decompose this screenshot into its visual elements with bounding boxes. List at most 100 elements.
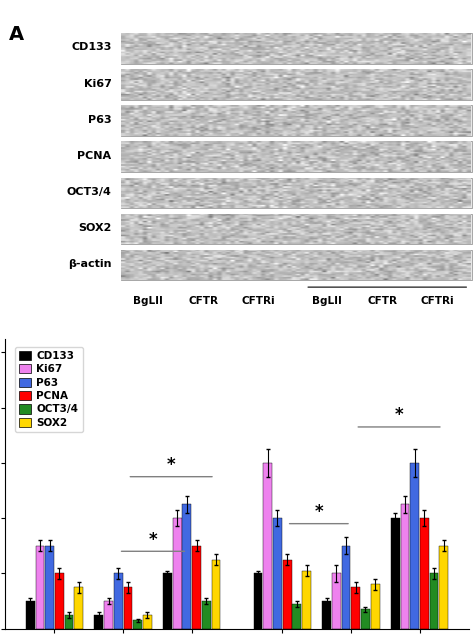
- Text: *: *: [395, 406, 403, 424]
- FancyBboxPatch shape: [121, 178, 472, 208]
- Bar: [302, 261, 352, 267]
- Bar: [357, 121, 407, 123]
- Bar: [124, 587, 132, 629]
- Bar: [254, 573, 263, 629]
- Bar: [178, 225, 228, 231]
- Bar: [371, 584, 380, 629]
- Bar: [133, 620, 142, 629]
- Bar: [357, 153, 407, 159]
- Bar: [412, 121, 462, 123]
- Bar: [123, 225, 173, 231]
- FancyBboxPatch shape: [121, 105, 472, 136]
- Bar: [182, 504, 191, 629]
- FancyBboxPatch shape: [121, 142, 472, 172]
- Bar: [356, 43, 408, 52]
- Bar: [412, 153, 462, 159]
- Bar: [122, 77, 174, 90]
- Bar: [178, 153, 228, 159]
- Bar: [430, 573, 438, 629]
- Bar: [411, 77, 463, 90]
- Bar: [233, 261, 283, 267]
- Bar: [74, 587, 83, 629]
- Bar: [94, 615, 103, 629]
- Bar: [357, 115, 407, 118]
- Bar: [264, 463, 272, 629]
- Bar: [36, 545, 44, 629]
- Bar: [233, 189, 283, 195]
- Bar: [302, 189, 352, 195]
- Bar: [357, 225, 407, 231]
- Text: *: *: [315, 503, 323, 521]
- Text: P63: P63: [88, 115, 111, 124]
- Bar: [233, 115, 283, 118]
- Bar: [123, 115, 173, 118]
- FancyBboxPatch shape: [121, 213, 472, 244]
- Bar: [192, 545, 201, 629]
- Bar: [361, 610, 370, 629]
- Bar: [439, 545, 448, 629]
- Bar: [302, 121, 352, 123]
- Bar: [233, 153, 283, 159]
- FancyBboxPatch shape: [121, 69, 472, 100]
- Text: Nicotine: Nicotine: [361, 265, 413, 275]
- Bar: [412, 225, 462, 231]
- Bar: [302, 225, 352, 231]
- Bar: [401, 504, 410, 629]
- Text: β-actin: β-actin: [68, 259, 111, 269]
- Bar: [322, 601, 331, 629]
- Bar: [351, 587, 360, 629]
- Text: CFTRi: CFTRi: [241, 297, 275, 306]
- Bar: [411, 43, 463, 52]
- Text: CFTR: CFTR: [367, 297, 397, 306]
- Text: *: *: [149, 530, 157, 549]
- Bar: [177, 77, 229, 90]
- Bar: [26, 601, 35, 629]
- Bar: [202, 601, 210, 629]
- Bar: [232, 77, 284, 90]
- Bar: [302, 571, 311, 629]
- Bar: [391, 518, 400, 629]
- Text: *: *: [167, 456, 175, 474]
- Bar: [302, 115, 352, 118]
- Bar: [273, 518, 282, 629]
- Bar: [178, 115, 228, 118]
- Bar: [301, 43, 353, 52]
- Bar: [123, 261, 173, 267]
- Bar: [302, 153, 352, 159]
- Bar: [64, 615, 73, 629]
- Bar: [292, 604, 301, 629]
- Bar: [357, 261, 407, 267]
- Bar: [178, 189, 228, 195]
- Bar: [420, 518, 429, 629]
- Text: CFTRi: CFTRi: [420, 297, 454, 306]
- Bar: [163, 573, 172, 629]
- Bar: [412, 115, 462, 118]
- Bar: [211, 559, 220, 629]
- Text: Ki67: Ki67: [84, 79, 111, 89]
- Bar: [233, 225, 283, 231]
- Bar: [114, 573, 123, 629]
- Bar: [332, 573, 341, 629]
- Bar: [357, 189, 407, 195]
- Bar: [143, 615, 152, 629]
- Bar: [45, 545, 54, 629]
- Text: BgLII: BgLII: [133, 297, 163, 306]
- Bar: [412, 189, 462, 195]
- Text: SOX2: SOX2: [78, 223, 111, 233]
- Bar: [104, 601, 113, 629]
- Bar: [123, 121, 173, 123]
- FancyBboxPatch shape: [121, 250, 472, 281]
- Text: CFTR: CFTR: [188, 297, 219, 306]
- Text: OCT3/4: OCT3/4: [67, 187, 111, 197]
- Bar: [173, 518, 182, 629]
- Bar: [410, 463, 419, 629]
- Bar: [283, 559, 292, 629]
- Text: A: A: [9, 25, 25, 44]
- Bar: [123, 189, 173, 195]
- Legend: CD133, Ki67, P63, PCNA, OCT3/4, SOX2: CD133, Ki67, P63, PCNA, OCT3/4, SOX2: [15, 347, 82, 432]
- Bar: [232, 43, 284, 52]
- Bar: [178, 121, 228, 123]
- Bar: [178, 261, 228, 267]
- Bar: [233, 121, 283, 123]
- Text: CD133: CD133: [71, 43, 111, 53]
